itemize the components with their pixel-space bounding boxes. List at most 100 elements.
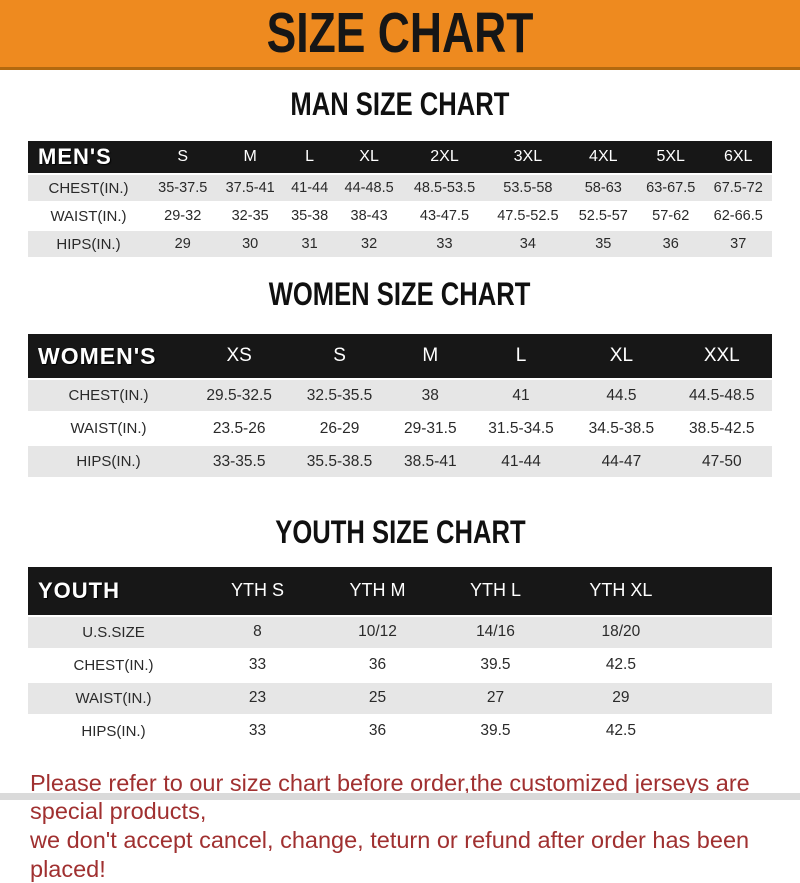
size-column-header: S: [289, 334, 390, 379]
size-value-cell: 29-32: [149, 203, 217, 230]
size-value-cell: 42.5: [551, 715, 690, 747]
size-value-cell: 32.5-35.5: [289, 380, 390, 412]
row-label: CHEST(IN.): [28, 175, 149, 202]
size-value-cell: 29: [149, 231, 217, 258]
size-value-cell: 44-47: [571, 446, 672, 478]
size-value-cell: 44.5-48.5: [671, 380, 772, 412]
man-section-title-text: MAN SIZE CHART: [290, 86, 510, 122]
size-value-cell: 57-62: [637, 203, 705, 230]
size-value-cell: 42.5: [551, 649, 690, 681]
row-label: WAIST(IN.): [28, 682, 199, 714]
size-column-header: XXL: [671, 334, 772, 379]
size-value-cell: 23.5-26: [189, 413, 290, 445]
size-value-cell: 33: [199, 649, 316, 681]
size-value-cell: 48.5-53.5: [402, 175, 487, 202]
size-value-cell: 38.5-42.5: [671, 413, 772, 445]
row-label: WAIST(IN.): [28, 203, 149, 230]
size-value-cell: 35: [569, 231, 637, 258]
size-value-cell: 41-44: [470, 446, 572, 478]
size-value-cell: 27: [439, 682, 552, 714]
row-label: HIPS(IN.): [28, 446, 189, 478]
table-row: WAIST(IN.) 29-32 32-35 35-38 38-43 43-47.5 47.…: [28, 203, 772, 230]
size-value-cell: 35-37.5: [149, 175, 217, 202]
size-value-cell: 32-35: [216, 203, 284, 230]
size-value-cell: 33: [199, 715, 316, 747]
size-value-cell: 34.5-38.5: [571, 413, 672, 445]
mens-table-body: CHEST(IN.) 35-37.5 37.5-41 41-44 44-48.5 48.5…: [28, 175, 772, 258]
women-section-title-text: WOMEN SIZE CHART: [269, 276, 531, 313]
size-column-header: M: [216, 141, 284, 174]
table-header-row: MEN'S S M L XL 2XL 3XL 4XL 5XL 6XL: [28, 141, 772, 174]
row-label: CHEST(IN.): [28, 380, 189, 412]
size-value-cell: 44.5: [571, 380, 672, 412]
size-column-header: YTH XL: [551, 566, 690, 615]
size-value-cell: 23: [199, 682, 316, 714]
size-value-cell: 36: [637, 231, 705, 258]
size-value-cell: 41: [470, 380, 572, 412]
table-header-row: WOMEN'S XS S M L XL XXL: [28, 334, 772, 379]
size-value-cell: 53.5-58: [486, 175, 570, 202]
youth-section-title-text: YOUTH SIZE CHART: [274, 514, 526, 551]
size-value-cell: 58-63: [569, 175, 637, 202]
row-label: U.S.SIZE: [28, 616, 199, 648]
spacer-cell: [690, 682, 772, 714]
size-column-header: YTH L: [439, 566, 552, 615]
size-value-cell: 39.5: [439, 649, 552, 681]
size-column-header: L: [470, 334, 572, 379]
size-column-header: 5XL: [637, 141, 705, 174]
table-row: CHEST(IN.) 33 36 39.5 42.5: [28, 649, 772, 681]
order-notice-line2: we don't accept cancel, change, teturn o…: [30, 826, 750, 882]
table-header-row: YOUTH YTH S YTH M YTH L YTH XL: [28, 566, 772, 615]
size-value-cell: 67.5-72: [704, 175, 772, 202]
size-value-cell: 44-48.5: [335, 175, 403, 202]
size-value-cell: 34: [486, 231, 570, 258]
size-value-cell: 8: [199, 616, 316, 648]
size-value-cell: 29: [551, 682, 690, 714]
size-column-header: 6XL: [704, 141, 772, 174]
size-value-cell: 29.5-32.5: [189, 380, 290, 412]
size-value-cell: 37: [704, 231, 772, 258]
size-value-cell: 47-50: [671, 446, 772, 478]
youth-table-header: YOUTH YTH S YTH M YTH L YTH XL: [28, 566, 772, 615]
table-row: CHEST(IN.) 29.5-32.5 32.5-35.5 38 41 44.5 44.5…: [28, 380, 772, 412]
size-column-header: L: [283, 141, 336, 174]
size-value-cell: 62-66.5: [704, 203, 772, 230]
size-value-cell: 39.5: [439, 715, 552, 747]
youth-size-table: YOUTH YTH S YTH M YTH L YTH XL U.S.SIZE 8 10/1…: [28, 565, 772, 749]
spacer-cell: [690, 616, 772, 648]
size-value-cell: 31.5-34.5: [470, 413, 572, 445]
women-section-title: WOMEN SIZE CHART: [0, 259, 800, 312]
women-size-chart-section: WOMEN SIZE CHART WOMEN'S XS S M L XL XXL CHEST…: [0, 259, 800, 479]
size-column-header: 4XL: [569, 141, 637, 174]
table-corner-label: MEN'S: [28, 141, 149, 174]
youth-section-title: YOUTH SIZE CHART: [0, 479, 800, 550]
size-value-cell: 38: [389, 380, 471, 412]
table-row: WAIST(IN.) 23 25 27 29: [28, 682, 772, 714]
size-value-cell: 25: [315, 682, 440, 714]
size-value-cell: 52.5-57: [569, 203, 637, 230]
size-column-header: XS: [189, 334, 290, 379]
womens-table-header: WOMEN'S XS S M L XL XXL: [28, 334, 772, 379]
table-row: HIPS(IN.) 33 36 39.5 42.5: [28, 715, 772, 747]
table-row: HIPS(IN.) 33-35.5 35.5-38.5 38.5-41 41-44 44-…: [28, 446, 772, 478]
row-label: HIPS(IN.): [28, 231, 149, 258]
youth-size-chart-section: YOUTH SIZE CHART YOUTH YTH S YTH M YTH L YTH…: [0, 479, 800, 748]
size-value-cell: 36: [315, 715, 440, 747]
table-row: HIPS(IN.) 29 30 31 32 33 34 35 36 37: [28, 231, 772, 258]
size-value-cell: 10/12: [315, 616, 440, 648]
row-label: WAIST(IN.): [28, 413, 189, 445]
row-label: HIPS(IN.): [28, 715, 199, 747]
row-label: CHEST(IN.): [28, 649, 199, 681]
womens-size-table: WOMEN'S XS S M L XL XXL CHEST(IN.) 29.5-32.5 32.…: [28, 332, 772, 479]
size-column-header: 3XL: [486, 141, 570, 174]
bottom-edge-strip: [0, 793, 800, 800]
table-corner-label: YOUTH: [28, 566, 199, 615]
man-size-chart-section: MAN SIZE CHART MEN'S S M L XL 2XL 3XL 4XL 5XL 6XL…: [0, 70, 800, 259]
size-value-cell: 32: [335, 231, 403, 258]
size-value-cell: 36: [315, 649, 440, 681]
size-column-header: M: [389, 334, 471, 379]
size-column-header: XL: [335, 141, 403, 174]
size-value-cell: 14/16: [439, 616, 552, 648]
order-notice: Please refer to our size chart before or…: [0, 769, 800, 883]
size-value-cell: 18/20: [551, 616, 690, 648]
